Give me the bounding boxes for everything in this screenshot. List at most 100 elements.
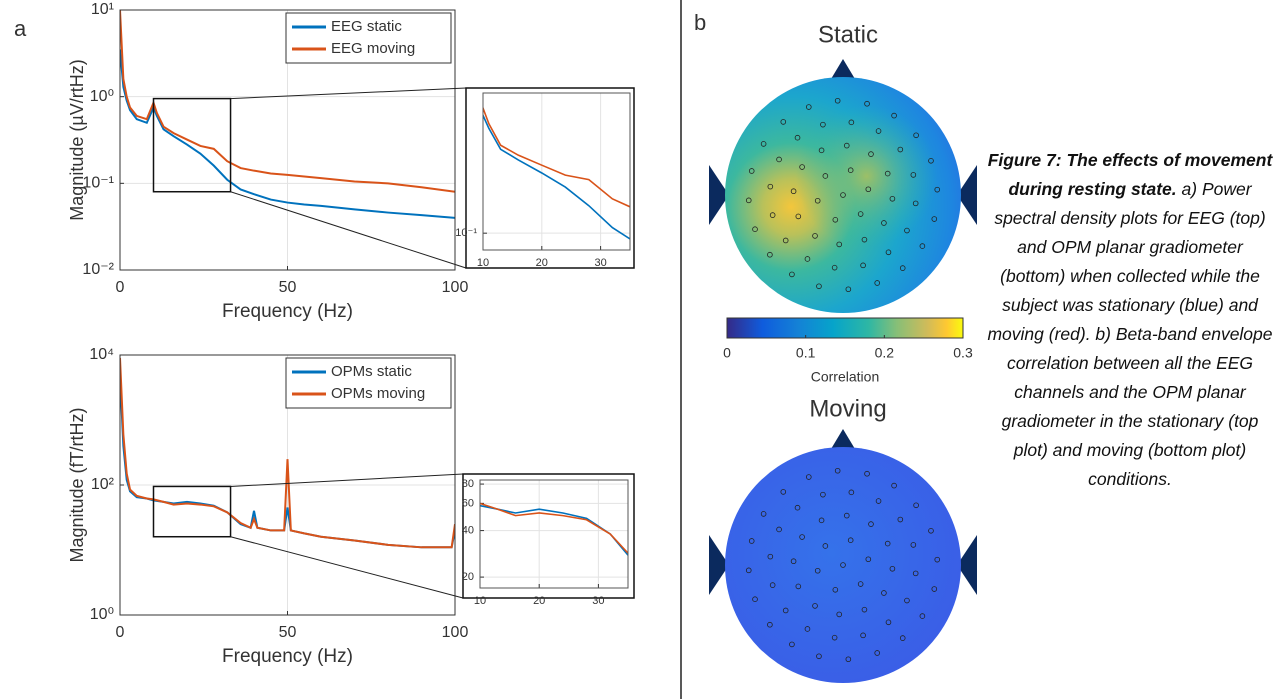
electrode [912,570,919,577]
axes-box [119,354,456,616]
topoplot-title: Moving [809,395,886,422]
y-tick-label: 10⁰ [90,606,114,623]
plot-area [480,480,628,588]
electrode [814,567,821,574]
electrode [904,227,910,234]
x-tick-label: 0 [116,279,125,296]
electrode [805,104,812,110]
electrode [818,147,825,154]
colorbar-tick-label: 0.3 [953,345,973,361]
ear [957,165,977,225]
y-axis-label: Magnitude (fT/rtHz) [67,407,87,562]
electrode [789,641,795,648]
axes-box [119,9,456,271]
electrode [868,151,874,157]
electrode [812,603,818,609]
colorbar-label: Correlation [811,369,879,385]
axes-box [479,479,629,589]
electrode [875,128,882,134]
electrode [767,621,773,628]
electrode [789,271,795,278]
electrode [795,583,802,590]
electrode [834,97,841,104]
x-tick-label: 100 [442,279,469,296]
electrode [889,195,896,202]
y-tick-label: 10⁻¹ [82,175,114,192]
electrode [794,134,801,141]
electrode [840,192,846,198]
electrode [913,132,919,139]
electrode [834,467,841,474]
electrode [748,168,755,174]
series-line [120,49,455,219]
electrode [820,121,826,128]
x-tick-label: 10 [477,257,489,269]
electrode [840,562,846,568]
series-line [483,105,630,208]
electrode [848,119,855,126]
electrode [812,233,818,239]
legend-label: OPMs moving [331,385,425,402]
electrode [934,186,941,193]
electrode [868,521,874,527]
electrode [816,283,822,290]
x-tick-label: 0 [116,624,125,641]
y-tick-label: 10¹ [91,1,114,18]
electrode [874,280,881,286]
electrode [836,241,843,248]
electrode [804,626,811,632]
electrode [832,587,839,593]
electrode [860,632,866,639]
electrode [889,565,896,572]
electrode [897,146,904,153]
electrode [865,556,872,563]
legend-box [285,12,452,64]
zoom-box [152,97,232,193]
electrode [919,613,926,619]
x-tick-label: 50 [279,624,297,641]
electrode [891,112,897,119]
electrode [804,256,811,262]
electrode [861,606,868,613]
electrode [897,516,904,523]
electrode [919,243,926,249]
ear [957,535,977,595]
ear [709,535,729,595]
electrode [745,567,752,574]
series-line [120,357,455,549]
electrode [885,249,892,256]
electrode [769,582,776,588]
electrode [814,197,821,204]
colorbar-tick-label: 0.1 [796,345,816,361]
x-axis-label: Frequency (Hz) [222,646,353,667]
zoom-connector [230,536,464,599]
electrode [899,265,906,271]
series-line [120,10,455,193]
electrode [874,650,881,656]
electrode [864,470,870,477]
legend-label: EEG static [331,18,402,35]
electrode [782,237,789,244]
electrode [928,527,934,534]
electrode [934,556,941,563]
electrode [881,220,887,226]
electrode [928,157,934,164]
x-tick-label: 30 [594,257,606,269]
zoom-connector [230,87,467,100]
electrode [799,534,805,540]
electrode [752,596,758,603]
electrode [881,590,887,596]
y-tick-label: 20 [462,571,474,583]
electrode [752,226,758,233]
x-tick-label: 20 [536,257,548,269]
electrode [831,634,838,641]
electrode [822,173,829,179]
electrode [794,504,801,511]
y-tick-label: 80 [462,478,474,490]
y-axis-label: Magnitude (µV/rtHz) [67,59,87,220]
electrode [884,170,891,177]
electrode [931,216,938,222]
